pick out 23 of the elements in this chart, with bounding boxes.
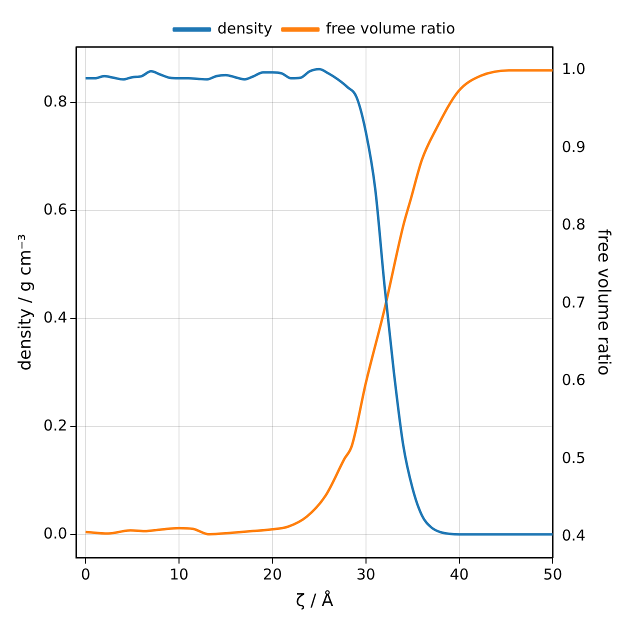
x-tick-label: 40 [450, 565, 469, 584]
y-tick-label: 0.6 [43, 200, 68, 218]
y2-tick-label: 0.5 [562, 448, 586, 467]
y2-tick-label: 1.0 [562, 60, 586, 78]
y-tick-label: 0.2 [43, 416, 68, 434]
y2-axis-title: free volume ratio [593, 229, 614, 376]
legend-label: density [217, 19, 272, 38]
y2-tick-label: 0.8 [562, 216, 586, 234]
x-tick-label: 10 [169, 565, 189, 584]
x-tick-label: 20 [262, 565, 282, 584]
y-tick-label: 0.0 [43, 524, 68, 542]
y2-tick-label: 0.7 [562, 293, 586, 312]
x-tick-label: 30 [356, 565, 376, 584]
legend-label: free volume ratio [326, 19, 456, 38]
y-axis-title: density / g cm⁻³ [16, 234, 36, 371]
y-tick-label: 0.4 [43, 308, 68, 326]
x-tick-label: 0 [80, 565, 90, 584]
y2-tick-label: 0.6 [562, 371, 586, 390]
x-tick-label: 50 [543, 565, 562, 584]
y-tick-label: 0.8 [43, 92, 68, 110]
y2-tick-label: 0.4 [562, 526, 586, 545]
y2-tick-label: 0.9 [562, 138, 586, 156]
x-axis-title: ζ / Å [296, 590, 334, 612]
